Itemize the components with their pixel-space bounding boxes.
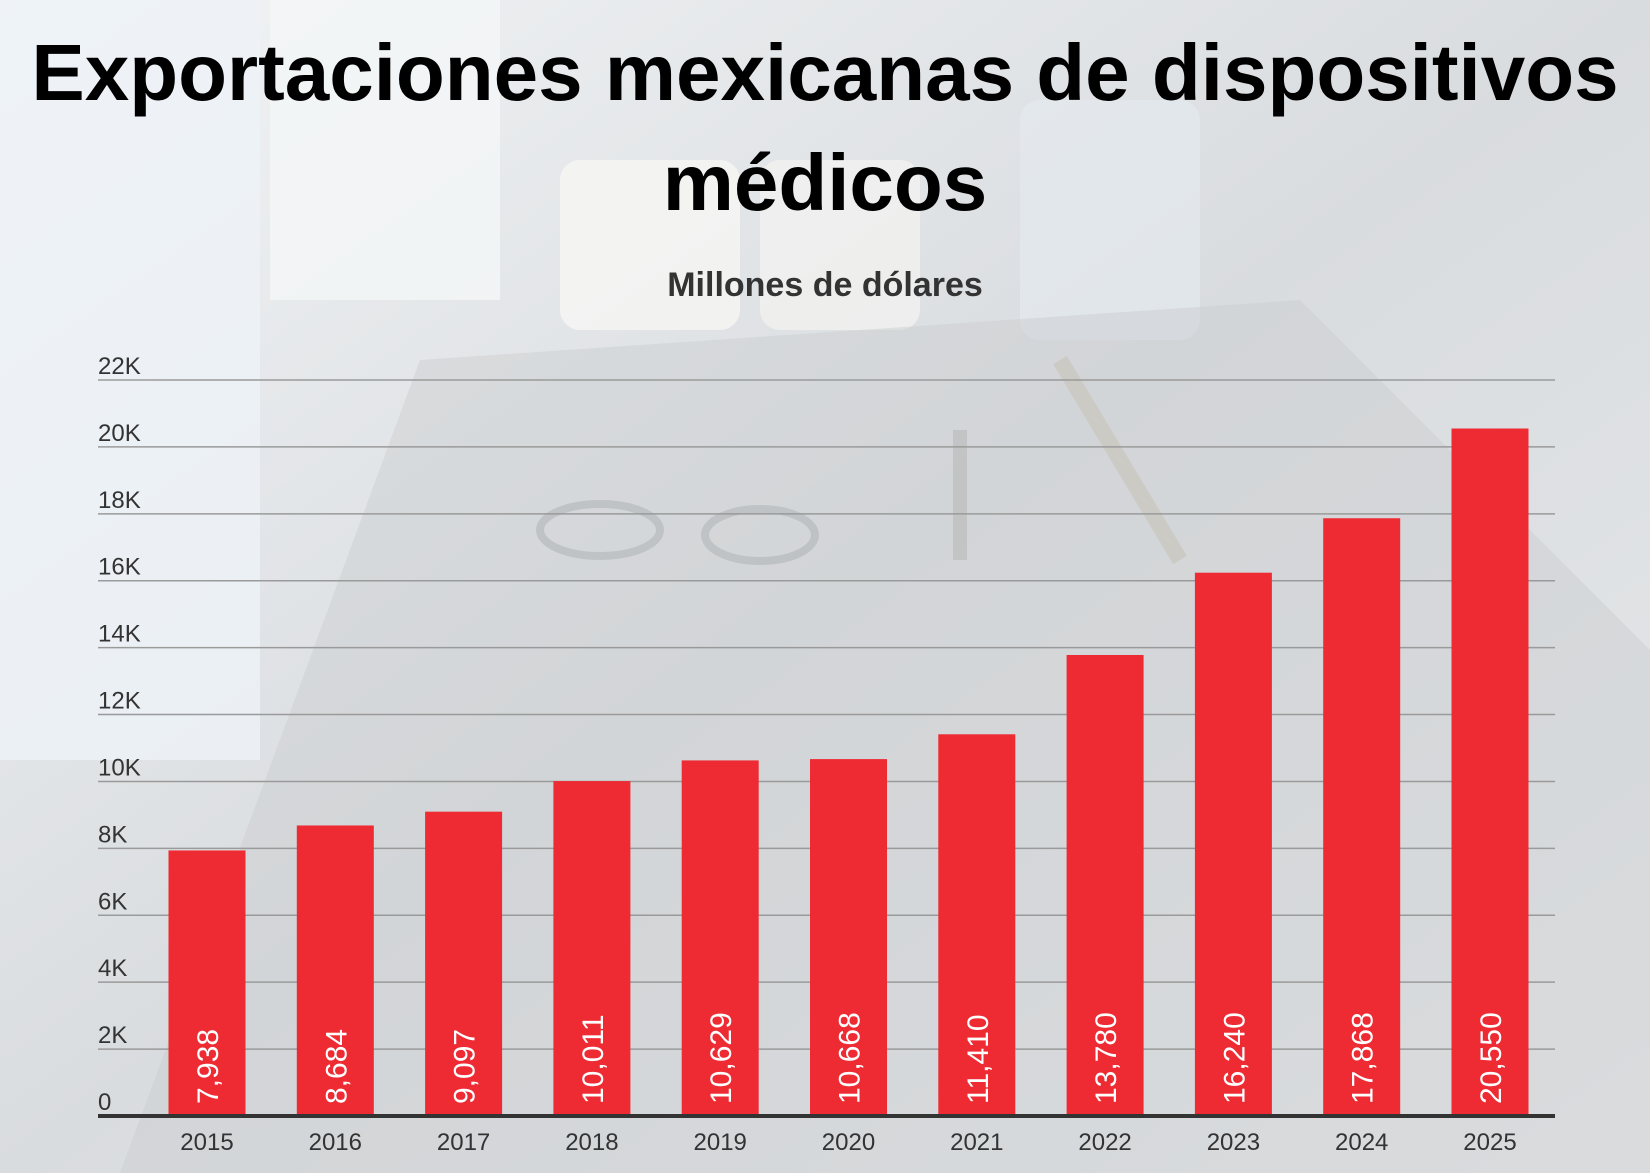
x-tick-label: 2016 xyxy=(309,1129,362,1156)
bars: 7,938 8,684 9,097 10,011 10,629 10,668 11,410 1… xyxy=(168,428,1529,1116)
y-tick-label: 2K xyxy=(98,1022,127,1049)
bar-value-label: 16,240 xyxy=(1218,1012,1251,1104)
chart-subtitle: Millones de dólares xyxy=(667,266,983,304)
bar-value-label: 11,410 xyxy=(962,1014,995,1104)
bar-value-label: 20,550 xyxy=(1475,1012,1508,1104)
bar-value-label: 8,684 xyxy=(320,1029,353,1104)
bar-2022 xyxy=(1066,654,1144,1116)
bar-value-label: 10,011 xyxy=(577,1014,610,1104)
y-tick-label: 0 xyxy=(98,1089,111,1116)
y-tick-label: 18K xyxy=(98,487,141,514)
x-tick-label: 2020 xyxy=(822,1129,875,1156)
y-tick-label: 8K xyxy=(98,821,127,848)
y-tick-label: 16K xyxy=(98,554,141,581)
x-tick-label: 2015 xyxy=(180,1129,233,1156)
bar-2020 xyxy=(810,759,887,1116)
bar-2017 xyxy=(425,811,503,1116)
y-tick-label: 10K xyxy=(98,754,141,781)
y-tick-label: 14K xyxy=(98,621,141,648)
y-tick-label: 4K xyxy=(98,955,127,982)
x-tick-label: 2019 xyxy=(694,1129,747,1156)
y-tick-label: 22K xyxy=(98,353,141,380)
bar-2025 xyxy=(1451,428,1529,1116)
bar-2015 xyxy=(168,850,246,1116)
x-tick-label: 2025 xyxy=(1463,1129,1516,1156)
bar-value-label: 10,629 xyxy=(705,1012,738,1104)
bar-2016 xyxy=(296,825,374,1116)
bar-value-label: 10,668 xyxy=(834,1012,867,1104)
bar-value-label: 17,868 xyxy=(1347,1012,1380,1104)
bar-2023 xyxy=(1194,572,1272,1116)
bar-2018 xyxy=(553,781,631,1116)
x-tick-label: 2017 xyxy=(437,1129,490,1156)
x-tick-label: 2021 xyxy=(950,1129,1003,1156)
y-tick-label: 6K xyxy=(98,888,127,915)
y-axis-ticks: 0 2K 4K 6K 8K 10K 12K 14K 16K 18K 20K 22K xyxy=(98,353,141,1116)
x-tick-label: 2024 xyxy=(1335,1129,1388,1156)
x-tick-label: 2022 xyxy=(1078,1129,1131,1156)
bar-2019 xyxy=(681,760,759,1116)
bar-value-label: 13,780 xyxy=(1090,1012,1123,1104)
x-tick-label: 2018 xyxy=(565,1129,618,1156)
chart-title: Exportaciones mexicanas de dispositivos … xyxy=(31,28,1619,227)
bar-2024 xyxy=(1323,518,1401,1116)
x-axis-ticks: 2015 2016 2017 2018 2019 2020 2021 2022 2023 2024… xyxy=(180,1129,1516,1156)
bar-2021 xyxy=(938,734,1016,1116)
bar-value-label: 7,938 xyxy=(192,1029,225,1104)
bar-value-label: 9,097 xyxy=(449,1029,482,1104)
y-tick-label: 12K xyxy=(98,688,141,715)
x-tick-label: 2023 xyxy=(1207,1129,1260,1156)
y-tick-label: 20K xyxy=(98,420,141,447)
